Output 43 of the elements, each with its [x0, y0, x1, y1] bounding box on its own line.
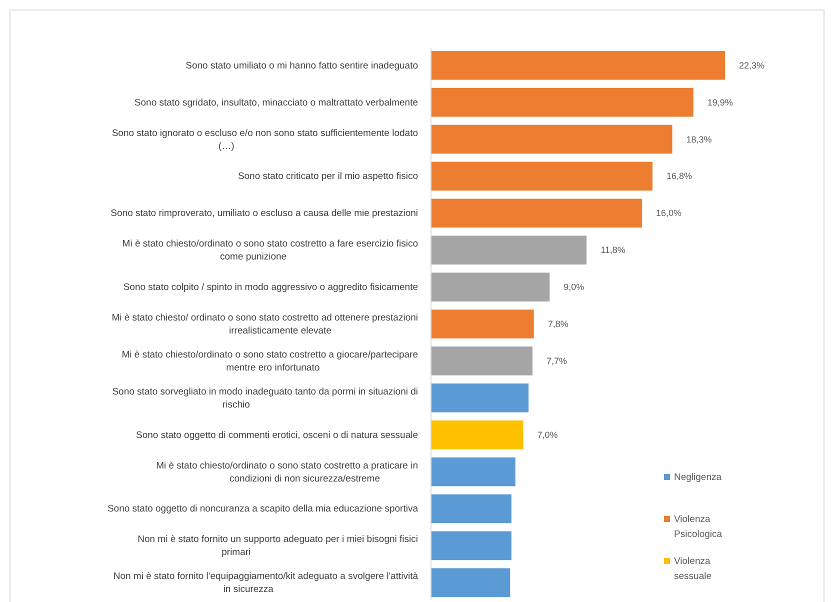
- bar: [431, 457, 516, 486]
- bar: [431, 346, 533, 376]
- bar: [431, 494, 512, 524]
- y-tick-label: Mi è stato chiesto/ordinato o sono stato costretto a fare esercizio fisico come punizione: [122, 238, 418, 263]
- y-tick-label: Non mi è stato fornito l'equipaggiamento/kit adeguato a svolgere l'attività in sicurezza: [113, 571, 419, 596]
- y-tick-label: Sono stato sgridato, insultato, minacciato o maltrattato verbalmente: [134, 97, 418, 108]
- legend-label: Violenza Psicologica: [674, 514, 723, 540]
- data-label: 19,9%: [707, 97, 733, 108]
- data-label: 9,0%: [564, 282, 584, 292]
- y-tick-label: Non mi è stato fornito un supporto adeguato per i miei bisogni fisici primari: [138, 534, 418, 558]
- data-label: 18,3%: [686, 134, 712, 144]
- y-tick-label: Mi è stato chiesto/ ordinato o sono stato costretto ad ottenere prestazioni irrealisticamente elevate: [112, 312, 418, 336]
- data-label: 11,8%: [600, 245, 626, 256]
- data-label: 7,0%: [537, 430, 558, 440]
- bar: [431, 310, 534, 338]
- bar: [431, 420, 524, 450]
- bar: [431, 236, 587, 265]
- bar: [431, 531, 512, 560]
- y-tick-label: Sono stato sorvegliato in modo inadeguato tanto da pormi in situazioni di rischio: [112, 386, 418, 410]
- y-tick-label: Sono stato criticato per il mio aspetto fisico: [238, 171, 418, 182]
- data-label: 22,3%: [739, 60, 765, 70]
- bar: [431, 162, 652, 191]
- y-tick-label: Sono stato ignorato o escluso e/o non sono stato sufficientemente lodato (…): [112, 128, 418, 152]
- bar: [431, 88, 694, 117]
- y-tick-label: Sono stato rimproverato, umiliato o escluso a causa delle mie prestazioni: [110, 208, 418, 220]
- data-label: 16,0%: [656, 208, 682, 218]
- y-tick-label: Mi è stato chiesto/ordinato o sono stato costretto a praticare in condizioni di non sicurezza/estreme: [156, 460, 418, 484]
- y-tick-label: Sono stato colpito / spinto in modo aggressivo o aggredito fisicamente: [123, 282, 418, 294]
- bar: [431, 272, 550, 302]
- y-tick-label: Sono stato umiliato o mi hanno fatto sentire inadeguato: [186, 60, 418, 72]
- legend-label: Violenza sessuale: [674, 556, 712, 582]
- legend-label: Negligenza: [674, 472, 722, 483]
- bar: [431, 124, 672, 154]
- y-tick-label: Sono stato oggetto di commenti erotici, osceni o di natura sessuale: [136, 430, 418, 441]
- bar: [431, 568, 510, 598]
- bar: [431, 383, 529, 412]
- bar: [431, 50, 725, 80]
- data-label: 7,7%: [546, 356, 568, 366]
- bar: [431, 198, 642, 228]
- y-tick-label: Sono stato oggetto di noncuranza a scapito della mia educazione sportiva: [107, 504, 419, 515]
- y-tick-label: Mi è stato chiesto/ordinato o sono stato costretto a giocare/partecipare mentre ero infortunato: [122, 349, 418, 374]
- data-label: 7,8%: [548, 319, 568, 329]
- data-label: 16,8%: [666, 171, 692, 182]
